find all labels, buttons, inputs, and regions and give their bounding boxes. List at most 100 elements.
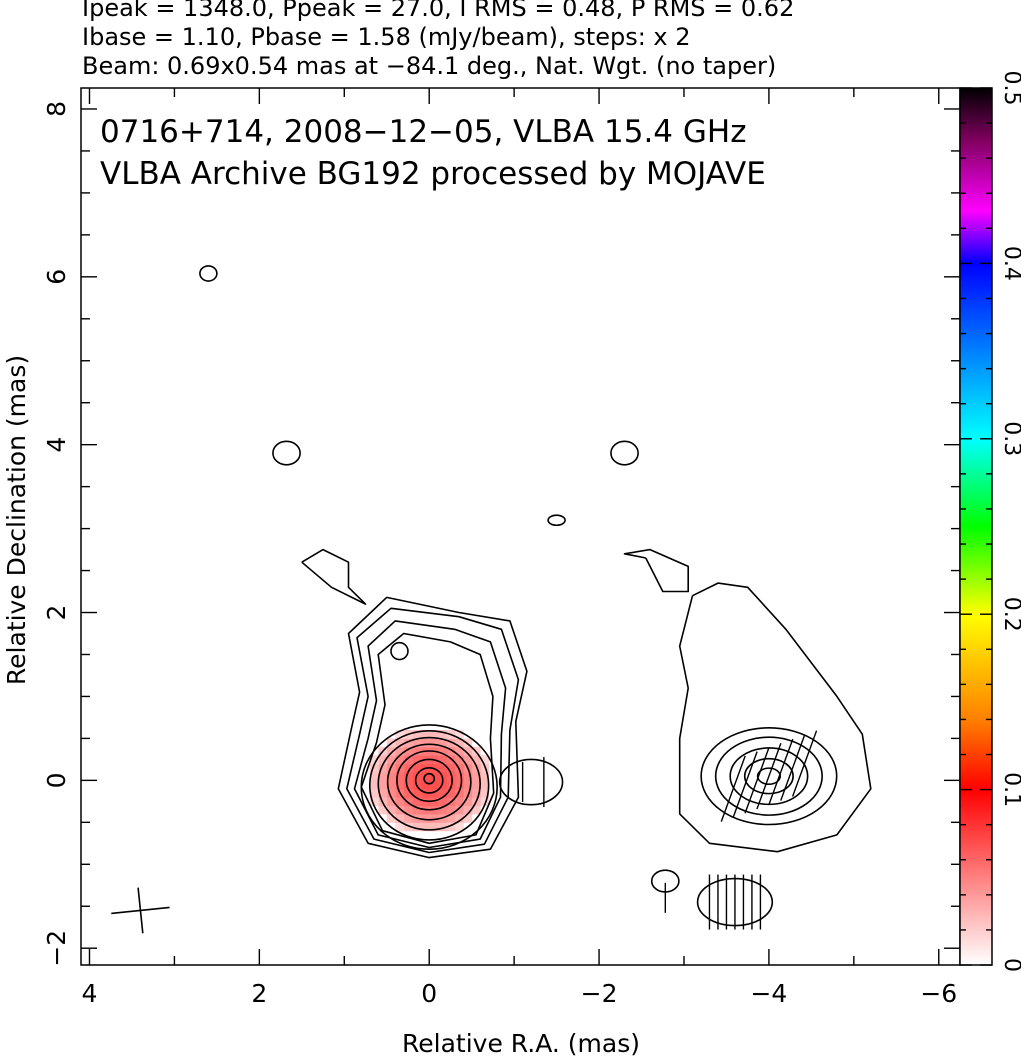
pol-pixel — [395, 746, 405, 756]
pol-pixel — [446, 822, 456, 832]
pol-pixel — [454, 755, 464, 765]
pol-pixel — [446, 805, 456, 815]
pol-pixel — [463, 788, 473, 798]
tick-labels: 4 2 0 −2 −4 −6 −2 0 2 4 6 8 — [42, 101, 957, 1008]
pol-pixel — [369, 797, 379, 807]
colorbar — [959, 87, 993, 966]
pol-pixel — [412, 788, 422, 798]
chart-title-line-1: 0716+714, 2008−12−05, VLBA 15.4 GHz — [100, 114, 746, 150]
isolated-contour — [199, 265, 218, 282]
pol-pixel — [403, 788, 413, 798]
west-lobe-vector — [791, 730, 818, 797]
colorbar-tick-label: 0.1 — [999, 772, 1021, 807]
pol-pixel — [420, 822, 430, 832]
pol-pixel — [429, 813, 439, 823]
colorbar-tick-label: 0 — [999, 958, 1021, 972]
pol-pixel — [403, 813, 413, 823]
pol-pixel — [446, 746, 456, 756]
colorbar-tick-label: 0.4 — [999, 246, 1021, 281]
colorbar-tick-label: 0.2 — [999, 597, 1021, 632]
pol-pixel — [420, 738, 430, 748]
pol-pixel — [403, 763, 413, 773]
x-tick-label: 4 — [82, 979, 98, 1008]
pol-pixel — [454, 771, 464, 781]
pol-pixel — [378, 788, 388, 798]
pol-pixel — [420, 730, 430, 739]
core-contour — [377, 736, 481, 831]
pol-pixel — [386, 797, 396, 807]
pol-pixel — [446, 755, 456, 765]
pol-pixel — [412, 822, 422, 832]
pol-pixel — [471, 763, 481, 773]
core-contour — [396, 750, 463, 811]
pol-pixel — [412, 755, 422, 765]
pol-pixel — [463, 813, 473, 823]
pol-pixel — [480, 780, 490, 790]
pol-pixel — [420, 813, 430, 823]
polarization-vectors — [521, 730, 818, 930]
pol-pixel — [403, 805, 413, 815]
pol-pixel — [437, 730, 447, 739]
isolated-contour — [390, 641, 409, 661]
pol-pixel — [429, 730, 439, 739]
jet-contour — [346, 607, 520, 854]
pol-pixel — [480, 771, 490, 781]
pol-pixel — [386, 755, 396, 765]
pol-pixel — [471, 805, 481, 815]
y-tick-label: 2 — [42, 605, 71, 621]
pol-pixel — [454, 730, 464, 739]
pol-pixel — [454, 813, 464, 823]
pol-pixel — [463, 805, 473, 815]
header-line-2: Ibase = 1.10, Pbase = 1.58 (mJy/beam), s… — [82, 23, 691, 51]
pol-pixel — [437, 763, 447, 773]
nw-blob-contour — [623, 548, 689, 593]
pol-pixel — [378, 805, 388, 815]
pol-pixel — [395, 822, 405, 832]
x-axis-label: Relative R.A. (mas) — [402, 1029, 640, 1058]
pol-pixel — [480, 763, 490, 773]
pol-pixel — [412, 738, 422, 748]
pol-pixel — [471, 755, 481, 765]
pol-pixel — [437, 822, 447, 832]
colorbar-ticks: 0 0.1 0.2 0.3 0.4 0.5 — [960, 71, 1021, 972]
pol-pixel — [395, 755, 405, 765]
pol-pixel — [420, 780, 430, 790]
pol-pixel — [463, 771, 473, 781]
pol-pixel — [437, 788, 447, 798]
pol-pixel — [395, 730, 405, 739]
pol-pixel — [454, 805, 464, 815]
pol-pixel — [412, 730, 422, 739]
pol-pixel — [369, 780, 379, 790]
west-lobe-contour — [756, 767, 782, 786]
pol-pixel — [463, 797, 473, 807]
pol-pixel — [403, 738, 413, 748]
west-lobe-vector — [780, 734, 806, 801]
pol-pixel — [429, 788, 439, 798]
pol-pixel — [446, 738, 456, 748]
ne-blob-contour — [301, 548, 367, 605]
header-line-1: Ipeak = 1348.0, Ppeak = 27.0, I RMS = 0.… — [82, 0, 795, 22]
colorbar-tick-label: 0.3 — [999, 421, 1021, 456]
pol-pixel — [378, 763, 388, 773]
axis-ticks — [81, 88, 960, 965]
pol-pixel — [463, 755, 473, 765]
x-tick-label: −2 — [581, 979, 618, 1008]
pol-pixel — [378, 771, 388, 781]
pol-pixel — [454, 822, 464, 832]
pol-pixel — [412, 805, 422, 815]
pol-pixel — [480, 755, 490, 765]
pol-pixel — [446, 771, 456, 781]
header-line-3: Beam: 0.69x0.54 mas at −84.1 deg., Nat. … — [82, 52, 777, 80]
pol-pixel — [395, 771, 405, 781]
pol-pixel — [412, 763, 422, 773]
west-lobe-contour — [700, 727, 838, 826]
isolated-contour — [547, 514, 566, 527]
pol-pixel — [369, 763, 379, 773]
pol-pixel — [429, 822, 439, 832]
contour-lines — [199, 265, 872, 927]
pol-pixel — [437, 797, 447, 807]
pol-pixel — [454, 797, 464, 807]
y-tick-label: −2 — [42, 930, 71, 967]
y-tick-label: 4 — [42, 437, 71, 453]
